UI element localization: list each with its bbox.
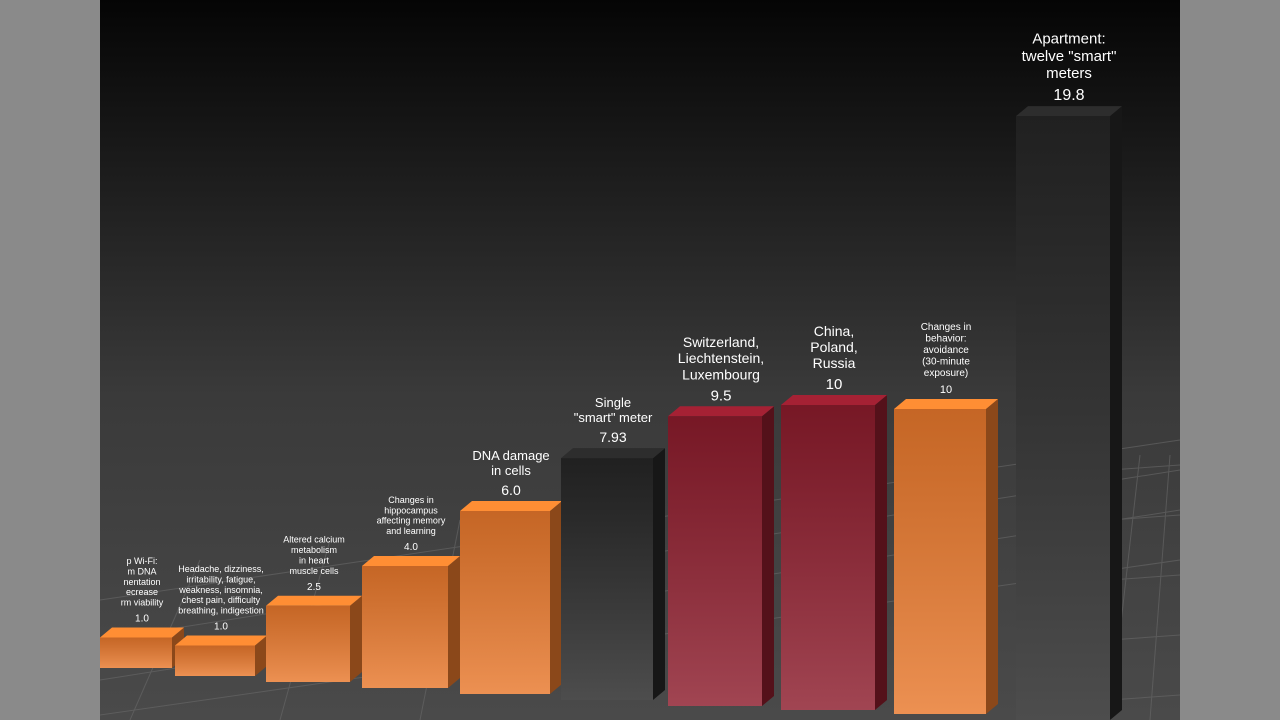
- bar-top: [668, 406, 774, 417]
- category-label: Altered calcium metabolism in heart muscle …: [283, 535, 345, 576]
- value-label: 9.5: [711, 387, 732, 404]
- bar-side: [448, 556, 460, 688]
- category-label-line: Switzerland,: [683, 334, 759, 350]
- bar-side: [653, 448, 665, 700]
- bar-side: [350, 595, 362, 682]
- category-label-line: irritability, fatigue,: [186, 574, 255, 584]
- category-label-line: Changes in: [388, 495, 434, 505]
- category-label: Single "smart" meter: [574, 395, 653, 425]
- bar-top: [266, 595, 362, 606]
- bar-top: [1016, 106, 1122, 117]
- category-label-line: behavior:: [925, 334, 966, 345]
- category-label-line: Changes in: [921, 322, 972, 333]
- category-label-line: p Wi-Fi:: [127, 556, 158, 566]
- category-label: Changes in behavior: avoidance (30-minute ex…: [921, 322, 972, 379]
- value-label: 1.0: [214, 622, 228, 633]
- category-label-line: Russia: [813, 355, 856, 371]
- side-panel: [1180, 0, 1280, 720]
- bar-side: [762, 406, 774, 706]
- value-label: 4.0: [404, 542, 418, 553]
- bars: 1.0 p Wi-Fi: m DNA nentation ecrease rm viabi…: [100, 31, 1122, 720]
- category-label-line: weakness, insomnia,: [178, 585, 263, 595]
- category-label-line: Liechtenstein,: [678, 350, 764, 366]
- category-label-line: DNA damage: [472, 448, 549, 463]
- category-label-line: "smart" meter: [574, 410, 653, 425]
- bar-shading: [362, 566, 448, 688]
- category-label: p Wi-Fi: m DNA nentation ecrease rm viabilit…: [121, 556, 164, 607]
- category-label-line: Altered calcium: [283, 535, 345, 545]
- value-label: 10: [826, 376, 843, 393]
- category-label-line: Luxembourg: [682, 366, 760, 382]
- category-label-line: China,: [814, 323, 854, 339]
- category-label-line: twelve "smart": [1022, 48, 1117, 65]
- category-label-line: m DNA: [128, 566, 157, 576]
- bar-shading: [894, 409, 986, 714]
- bar-side: [255, 635, 267, 676]
- bar-shading: [175, 645, 255, 676]
- value-label: 7.93: [599, 429, 626, 445]
- bar-shading: [561, 458, 653, 700]
- value-label: 6.0: [501, 482, 521, 498]
- category-label: Changes in hippocampus affecting memory and…: [377, 495, 446, 536]
- category-label: DNA damage in cells: [472, 448, 549, 478]
- category-label: China, Poland, Russia: [810, 323, 857, 371]
- category-label-line: Headache, dizziness,: [178, 564, 264, 574]
- category-label-line: avoidance: [923, 345, 969, 356]
- category-label-line: breathing, indigestion: [178, 606, 264, 616]
- bar-side: [986, 399, 998, 714]
- bar-top: [362, 556, 460, 566]
- bar-top: [561, 448, 665, 459]
- category-label-line: (30-minute: [922, 357, 970, 368]
- category-label-line: nentation: [123, 577, 160, 587]
- category-label-line: in cells: [491, 463, 531, 478]
- category-label-line: in heart: [299, 555, 330, 565]
- bar-side: [550, 501, 562, 694]
- value-label: 10: [940, 384, 952, 396]
- bar-shading: [1016, 116, 1110, 720]
- value-label: 2.5: [307, 582, 321, 593]
- bar-top: [175, 635, 267, 646]
- bar-side: [875, 395, 887, 710]
- bar-shading: [781, 405, 875, 710]
- value-label: 1.0: [135, 614, 149, 625]
- category-label-line: and learning: [386, 526, 436, 536]
- category-label-line: muscle cells: [289, 566, 339, 576]
- bar-shading: [460, 511, 550, 694]
- category-label: Apartment: twelve "smart" meters: [1022, 31, 1117, 83]
- category-label-line: meters: [1046, 65, 1092, 82]
- category-label-line: ecrease: [126, 587, 158, 597]
- category-label-line: hippocampus: [384, 505, 438, 515]
- category-label-line: exposure): [924, 368, 968, 379]
- bar-shading: [266, 605, 350, 682]
- category-label-line: rm viability: [121, 598, 164, 608]
- category-label-line: Single: [595, 395, 631, 410]
- category-label-line: metabolism: [291, 545, 337, 555]
- bar-top: [894, 399, 998, 409]
- category-label: Switzerland, Liechtenstein, Luxembourg: [678, 334, 764, 382]
- bar-top: [460, 501, 562, 511]
- bar-shading: [100, 637, 172, 668]
- category-label-line: chest pain, difficulty: [182, 595, 261, 605]
- value-label: 19.8: [1053, 87, 1084, 104]
- category-label-line: Poland,: [810, 339, 857, 355]
- category-label: Headache, dizziness, irritability, fatigu…: [178, 564, 264, 615]
- bar-shading: [668, 416, 762, 706]
- side-panel: [0, 0, 100, 720]
- bar-top: [100, 627, 184, 638]
- category-label-line: affecting memory: [377, 516, 446, 526]
- bar-top: [781, 395, 887, 405]
- bar-side: [1110, 106, 1122, 720]
- category-label-line: Apartment:: [1032, 31, 1105, 48]
